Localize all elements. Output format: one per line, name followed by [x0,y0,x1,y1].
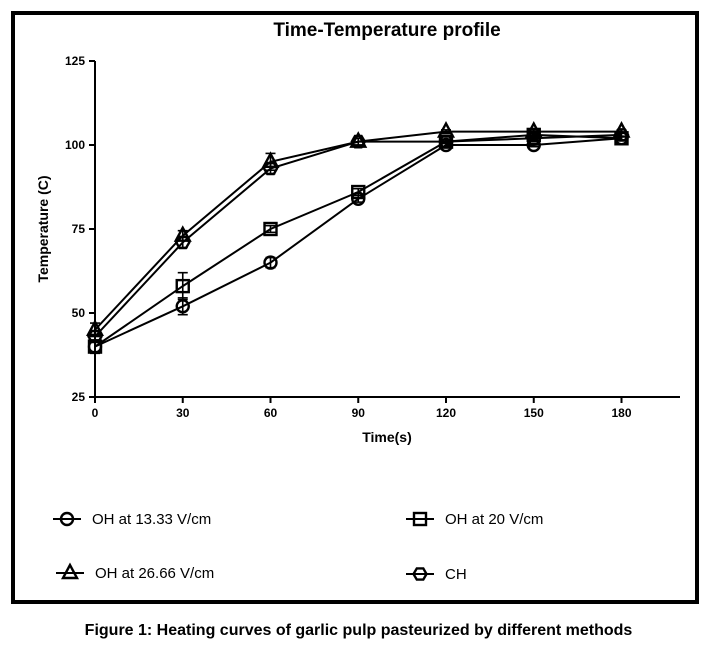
marker-hexagon [87,329,103,344]
x-tick-label: 60 [264,406,278,420]
marker-hexagon [525,131,542,146]
series-line [94,133,622,338]
axes: 25 50 75 100 125 0 30 60 90 120 150 180 [65,54,680,420]
marker-circle [59,511,75,527]
legend-item-square: OH at 20 V/cm [406,511,543,528]
legend-item-hexagon: CH [406,566,467,583]
marker-square [412,511,428,527]
marker-hexagon [350,134,367,149]
series-group [85,121,631,355]
series-square [87,127,629,355]
legend-label: OH at 26.66 V/cm [95,565,214,582]
y-tick-label: 25 [72,390,86,404]
chart-title: Time-Temperature profile [273,20,500,41]
marker-triangle [60,562,80,580]
x-tick-label: 0 [92,406,99,420]
legend-item-circle: OH at 13.33 V/cm [53,511,211,528]
series-circle [87,131,629,354]
marker-hexagon [613,128,630,142]
y-tick-label: 100 [65,138,85,152]
marker-square [351,184,366,200]
legend-label: OH at 13.33 V/cm [92,511,211,528]
legend-label: OH at 20 V/cm [445,511,543,528]
series-line [94,137,622,348]
figure-frame [11,11,699,604]
x-tick-label: 180 [611,406,631,420]
y-axis-label: Temperature (C) [35,175,51,282]
marker-square [263,221,278,237]
x-tick-label: 90 [352,406,366,420]
marker-hexagon [262,161,279,176]
marker-circle [263,255,278,270]
marker-square [175,278,190,294]
y-tick-label: 50 [72,306,86,320]
x-tick-label: 30 [176,406,190,420]
x-tick-label: 150 [524,406,544,420]
series-triangle [85,121,631,338]
marker-hexagon [174,235,191,250]
time-temperature-chart: Time-Temperature profile Temperature (C)… [35,20,680,583]
y-tick-label: 75 [72,222,86,236]
series-line [94,133,622,348]
marker-hexagon [412,567,428,581]
x-axis-label: Time(s) [362,429,412,445]
legend: OH at 13.33 V/cm OH at 20 V/cm OH at 26.66… [53,511,543,583]
series-hexagon [87,128,630,344]
legend-label: CH [445,566,467,583]
marker-hexagon [438,134,454,149]
figure-caption: Figure 1: Heating curves of garlic pulp … [84,622,633,639]
series-line [94,130,622,331]
y-tick-label: 125 [65,54,85,68]
legend-item-triangle: OH at 26.66 V/cm [56,562,214,582]
x-tick-label: 120 [436,406,456,420]
